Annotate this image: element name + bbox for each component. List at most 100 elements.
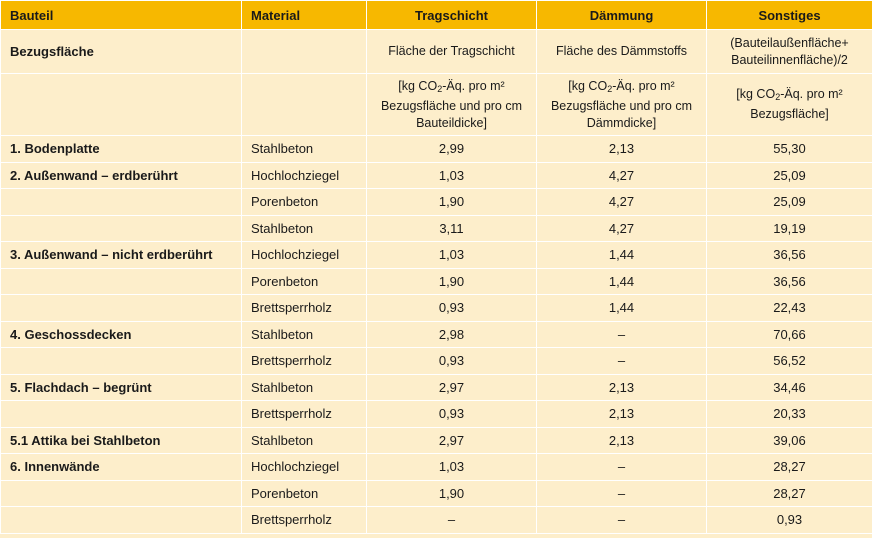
bezugsflaeche-tragschicht: Fläche der Tragschicht	[366, 29, 537, 74]
table-row: Brettsperrholz 0,93–56,52	[0, 347, 872, 375]
table-row: Porenbeton 1,90 4,27 25,09	[0, 188, 872, 216]
table-row: 4. Geschossdecken Stahlbeton 2,98–70,66	[0, 320, 872, 348]
cell-tragschicht: 2,99	[366, 135, 537, 163]
cell-material: Stahlbeton	[241, 426, 367, 454]
cell-bauteil	[0, 267, 242, 295]
cell-bauteil	[0, 400, 242, 428]
cell-daemmung: 2,13	[536, 426, 707, 454]
cell-sonstiges: 28,27	[706, 453, 872, 481]
cell-daemmung: 4,27	[536, 214, 707, 242]
cell-sonstiges: 56,52	[706, 347, 872, 375]
cell-daemmung: –	[536, 479, 707, 507]
cell-sonstiges: 34,46	[706, 373, 872, 401]
cell-tragschicht: –	[366, 506, 537, 534]
cell-bauteil	[0, 294, 242, 322]
header-sonstiges: Sonstiges	[706, 0, 872, 30]
table-row: 1. Bodenplatte Stahlbeton 2,99 2,13 55,30	[0, 135, 872, 163]
unit-text: -Äq. pro m²	[780, 87, 843, 101]
cell-bauteil: 5.1 Attika bei Stahlbeton	[0, 426, 242, 454]
bezugsflaeche-sonstiges-line2: Bauteilinnenfläche)/2	[731, 52, 848, 67]
cell-sonstiges: 25,09	[706, 161, 872, 189]
unit-text: -Äq. pro m²	[442, 78, 505, 93]
table-row: Porenbeton 1,90 1,44 36,56	[0, 267, 872, 295]
table-row: Porenbeton 1,90–28,27	[0, 479, 872, 507]
unit-text: [kg CO	[398, 78, 438, 93]
cell-sonstiges: 22,43	[706, 294, 872, 322]
cell-material: Brettsperrholz	[241, 400, 367, 428]
cell-bauteil	[0, 479, 242, 507]
table-row: Brettsperrholz 0,93 1,44 22,43	[0, 294, 872, 322]
unit-subscript: 2	[607, 83, 613, 94]
cell-material: Porenbeton	[241, 479, 367, 507]
cell-daemmung: 1,44	[536, 294, 707, 322]
cell-tragschicht: 1,03	[366, 453, 537, 481]
cell-material: Brettsperrholz	[241, 506, 367, 534]
bezugsflaeche-daemmung: Fläche des Dämmstoffs	[536, 29, 707, 74]
cell-bauteil: 6. Innenwände	[0, 453, 242, 481]
header-row: Bauteil Material Tragschicht Dämmung Son…	[0, 0, 872, 30]
unit-row: [kg CO2-Äq. pro m² Bezugsfläche und pro …	[0, 73, 872, 136]
cell-sonstiges: 0,93	[706, 506, 872, 534]
cell-tragschicht: 1,90	[366, 267, 537, 295]
cell-daemmung: –	[536, 453, 707, 481]
cell-tragschicht: 1,90	[366, 188, 537, 216]
unit-daemmung: [kg CO2-Äq. pro m² Bezugsfläche und pro …	[536, 73, 707, 136]
cell-bauteil: 5. Flachdach – begrünt	[0, 373, 242, 401]
cell-daemmung: –	[536, 506, 707, 534]
cell-bauteil	[0, 188, 242, 216]
cell-sonstiges: 25,09	[706, 188, 872, 216]
unit-subscript: 2	[775, 92, 781, 102]
cell-bauteil	[0, 214, 242, 242]
cell-daemmung: –	[536, 320, 707, 348]
unit-text: Bezugsfläche und pro cm	[380, 98, 523, 113]
cell-daemmung: 2,13	[536, 373, 707, 401]
cell-material: Porenbeton	[241, 267, 367, 295]
cell-bauteil	[0, 506, 242, 534]
table-row: 6. Innenwände Hochlochziegel 1,03–28,27	[0, 453, 872, 481]
cell-tragschicht: 2,98	[366, 320, 537, 348]
cell-bauteil	[0, 347, 242, 375]
cell-daemmung: 2,13	[536, 400, 707, 428]
bezugsflaeche-sonstiges-line1: (Bauteilaußenfläche+	[730, 35, 849, 50]
cell-material: Hochlochziegel	[241, 453, 367, 481]
cell-bauteil: 3. Außenwand – nicht erdberührt	[0, 241, 242, 269]
cell-bauteil: 2. Außenwand – erdberührt	[0, 161, 242, 189]
cell-daemmung: 1,44	[536, 267, 707, 295]
cell-tragschicht: 1,03	[366, 161, 537, 189]
unit-tragschicht: [kg CO2-Äq. pro m² Bezugsfläche und pro …	[366, 73, 537, 136]
cell-material: Hochlochziegel	[241, 241, 367, 269]
cell-tragschicht: 1,90	[366, 479, 537, 507]
cell-daemmung: 2,13	[536, 135, 707, 163]
header-daemmung: Dämmung	[536, 0, 707, 30]
cell-tragschicht: 1,03	[366, 241, 537, 269]
table-row: 2. Außenwand – erdberührt Hochlochziegel 1…	[0, 161, 872, 189]
cell-sonstiges: 55,30	[706, 135, 872, 163]
cell-daemmung: 4,27	[536, 161, 707, 189]
header-bauteil: Bauteil	[0, 0, 242, 30]
unit-subscript: 2	[437, 83, 443, 94]
cell-material: Brettsperrholz	[241, 347, 367, 375]
cell-tragschicht: 0,93	[366, 294, 537, 322]
unit-text: Bauteildicke]	[416, 115, 487, 130]
cell-material: Hochlochziegel	[241, 161, 367, 189]
empty-cell	[241, 73, 367, 136]
unit-text: [kg CO	[568, 78, 608, 93]
cell-tragschicht: 2,97	[366, 373, 537, 401]
bezugsflaeche-label: Bezugsfläche	[0, 29, 242, 74]
table-row: 5. Flachdach – begrünt Stahlbeton 2,97 2,13…	[0, 373, 872, 401]
cell-sonstiges: 36,56	[706, 241, 872, 269]
cell-material: Stahlbeton	[241, 373, 367, 401]
cell-tragschicht: 0,93	[366, 400, 537, 428]
table-row: 3. Außenwand – nicht erdberührt Hochlochz…	[0, 241, 872, 269]
cell-bauteil: 1. Bodenplatte	[0, 135, 242, 163]
table-row: 5.1 Attika bei Stahlbeton Stahlbeton 2,97 2…	[0, 426, 872, 454]
cell-tragschicht: 2,97	[366, 426, 537, 454]
unit-text: [kg CO	[736, 87, 776, 101]
cell-sonstiges: 20,33	[706, 400, 872, 428]
table-row: Brettsperrholz 0,93 2,13 20,33	[0, 400, 872, 428]
empty-cell	[241, 29, 367, 74]
cell-bauteil: 4. Geschossdecken	[0, 320, 242, 348]
cell-material: Porenbeton	[241, 188, 367, 216]
cell-sonstiges: 70,66	[706, 320, 872, 348]
